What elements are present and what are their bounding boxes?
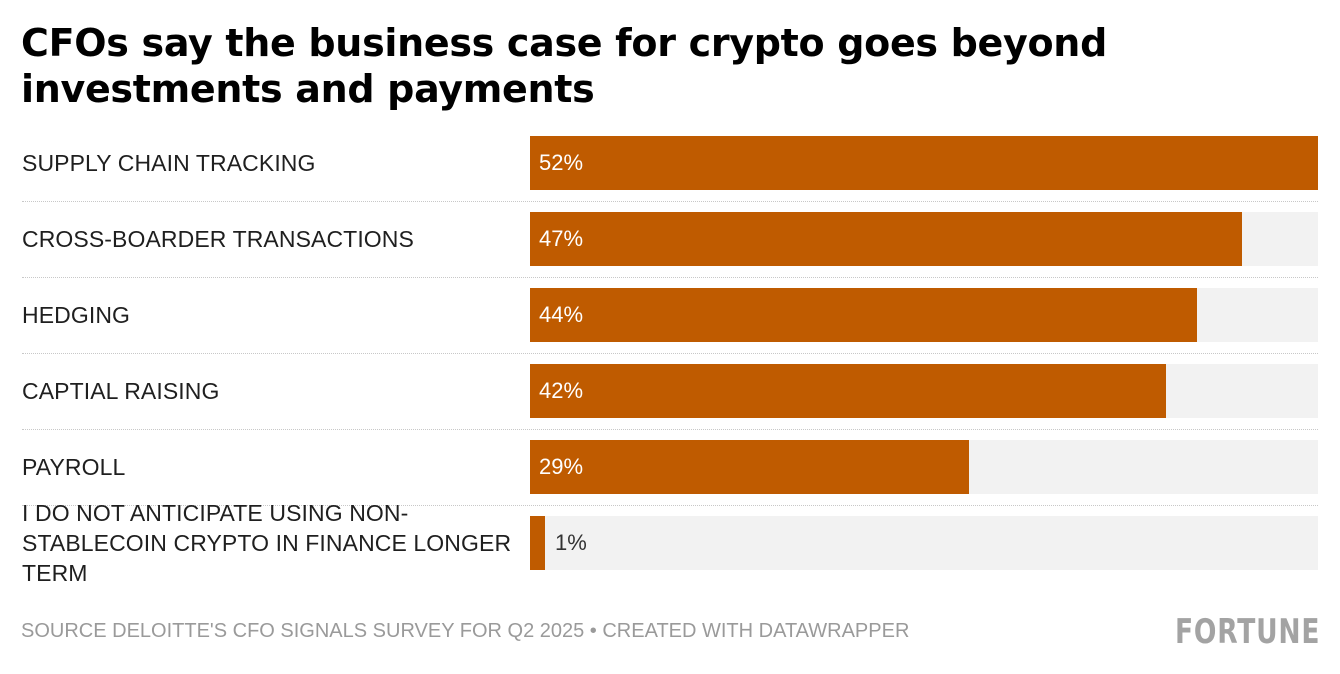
row-divider bbox=[22, 429, 1318, 430]
bar bbox=[530, 288, 1197, 342]
bar bbox=[530, 364, 1166, 418]
bar-value-label: 29% bbox=[539, 454, 584, 479]
bar bbox=[530, 516, 545, 570]
category-label: HEDGING bbox=[22, 302, 131, 328]
bar-track: 29% bbox=[530, 440, 1318, 494]
category-label: PAYROLL bbox=[22, 454, 126, 480]
bar-track: 1% bbox=[530, 516, 1318, 570]
category-label: I DO NOT ANTICIPATE USING NON-STABLECOIN… bbox=[22, 500, 512, 586]
bar-track: 44% bbox=[530, 288, 1318, 342]
bar-track: 47% bbox=[530, 212, 1318, 266]
row-divider bbox=[22, 201, 1318, 202]
bar bbox=[530, 212, 1242, 266]
bar bbox=[530, 440, 969, 494]
bar-value-label: 1% bbox=[555, 530, 587, 555]
bar bbox=[530, 136, 1318, 190]
bar-value-label: 47% bbox=[539, 226, 584, 251]
bar-value-label: 42% bbox=[539, 378, 584, 403]
bar-track: 52% bbox=[530, 136, 1318, 190]
fortune-logo: FORTUNE bbox=[1174, 612, 1320, 652]
chart-title: CFOs say the business case for crypto go… bbox=[21, 21, 1107, 111]
category-label: SUPPLY CHAIN TRACKING bbox=[22, 150, 316, 176]
bar-track: 42% bbox=[530, 364, 1318, 418]
row-divider bbox=[22, 353, 1318, 354]
bar-chart: SUPPLY CHAIN TRACKING 52% CROSS-BOARDER TR… bbox=[22, 136, 1318, 586]
category-label: CAPTIAL RAISING bbox=[22, 378, 220, 404]
source-note: SOURCE DELOITTE'S CFO SIGNALS SURVEY FOR… bbox=[21, 620, 910, 642]
bar-value-label: 44% bbox=[539, 302, 584, 327]
bar-value-label: 52% bbox=[539, 150, 584, 175]
row-divider bbox=[22, 505, 1318, 506]
row-divider bbox=[22, 277, 1318, 278]
category-label: CROSS-BOARDER TRANSACTIONS bbox=[22, 226, 414, 252]
